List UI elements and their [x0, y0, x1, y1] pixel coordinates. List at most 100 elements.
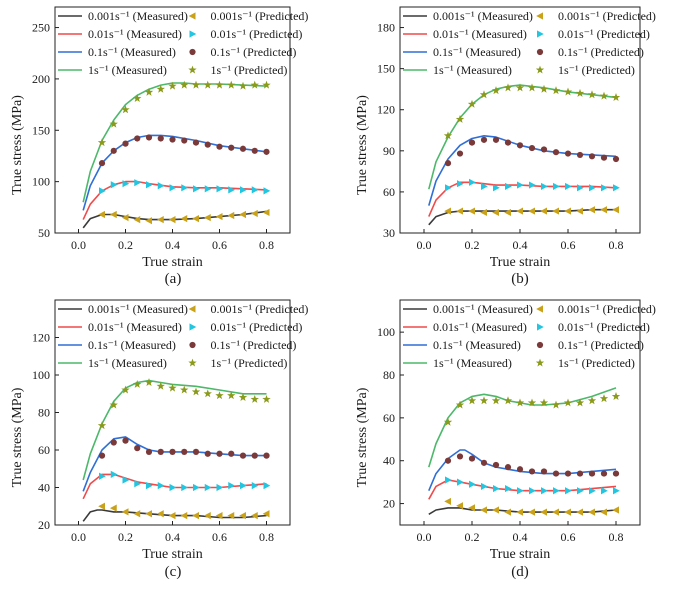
legend-entry-text: 0.1s⁻¹ (Measured) — [88, 45, 176, 59]
predicted-point-s1 — [611, 93, 621, 101]
legend-marker-s0001 — [536, 305, 543, 313]
predicted-point-s1 — [563, 398, 573, 407]
predicted-point-s0001 — [168, 512, 176, 520]
y-tick-label: 60 — [38, 443, 50, 457]
x-tick-label: 0.0 — [71, 530, 86, 544]
legend-entry-text: 1s⁻¹ (Predicted) — [558, 63, 635, 77]
x-tick-label: 0.4 — [513, 238, 528, 252]
predicted-point-s001 — [517, 181, 524, 189]
predicted-point-s001 — [204, 185, 212, 193]
predicted-point-s1 — [443, 131, 453, 140]
legend-entry-text: 0.1s⁻¹ (Predicted) — [211, 338, 297, 352]
predicted-point-s1 — [144, 87, 154, 96]
predicted-point-s001 — [493, 484, 500, 493]
predicted-point-s0001 — [98, 502, 105, 510]
predicted-point-s001 — [146, 482, 153, 490]
legend-entry-text: 1s⁻¹ (Measured) — [433, 63, 512, 77]
predicted-point-s0001 — [528, 508, 535, 516]
predicted-point-s0001 — [504, 508, 511, 516]
legend-entry-text: 0.01s⁻¹ (Measured) — [433, 320, 527, 334]
predicted-point-s0001 — [192, 215, 199, 223]
predicted-point-s001 — [445, 184, 452, 192]
predicted-point-s01 — [251, 452, 258, 459]
y-tick-label: 30 — [383, 226, 395, 240]
predicted-point-s1 — [203, 389, 212, 398]
predicted-point-s1 — [503, 83, 513, 92]
predicted-point-s0001 — [468, 207, 475, 215]
legend-entry-text: 0.01s⁻¹ (Measured) — [88, 27, 182, 41]
y-axis-label: True stress (MPa) — [355, 95, 370, 195]
predicted-point-s1 — [611, 392, 621, 400]
legend-entry-text: 0.001s⁻¹ (Measured) — [433, 302, 533, 316]
predicted-point-s001 — [505, 182, 512, 191]
legend-marker-s01 — [189, 48, 196, 56]
predicted-point-s01 — [204, 450, 211, 457]
y-axis-label: True stress (MPa) — [10, 95, 25, 195]
predicted-point-s0001 — [552, 207, 559, 215]
predicted-point-s001 — [601, 184, 608, 192]
predicted-point-s0001 — [250, 512, 258, 520]
predicted-point-s001 — [529, 181, 536, 189]
predicted-point-s001 — [193, 483, 200, 492]
legend-marker-s001 — [537, 30, 544, 38]
predicted-point-s001 — [110, 470, 118, 478]
predicted-point-s01 — [169, 136, 176, 143]
y-tick-label: 120 — [377, 103, 395, 117]
measured-line-s001 — [428, 479, 617, 500]
predicted-point-s0001 — [168, 216, 176, 224]
y-tick-label: 100 — [377, 325, 395, 339]
predicted-point-s01 — [110, 439, 117, 446]
predicted-point-s001 — [110, 181, 118, 189]
predicted-point-s001 — [601, 487, 608, 495]
predicted-point-s01 — [516, 142, 524, 149]
legend-entry-text: 1s⁻¹ (Measured) — [88, 63, 167, 77]
predicted-point-s0001 — [239, 210, 246, 219]
predicted-point-s001 — [134, 480, 142, 488]
predicted-point-s0001 — [540, 508, 547, 516]
predicted-point-s1 — [109, 400, 118, 409]
panel-label: (b) — [511, 271, 529, 287]
predicted-point-s1 — [227, 391, 236, 400]
legend-entry-text: 0.01s⁻¹ (Measured) — [433, 27, 527, 41]
predicted-point-s01 — [181, 448, 188, 455]
predicted-point-s01 — [540, 146, 548, 153]
predicted-point-s0001 — [480, 208, 487, 217]
legend-entry-text: 0.01s⁻¹ (Predicted) — [211, 27, 303, 41]
predicted-point-s01 — [600, 470, 608, 477]
measured-line-s01 — [82, 134, 267, 211]
predicted-point-s01 — [600, 154, 608, 161]
predicted-point-s0001 — [133, 510, 141, 518]
legend-entry-text: 1s⁻¹ (Predicted) — [211, 356, 288, 370]
predicted-point-s01 — [564, 470, 572, 477]
predicted-point-s1 — [250, 394, 259, 403]
predicted-point-s01 — [192, 448, 200, 455]
predicted-point-s01 — [564, 150, 572, 157]
x-tick-label: 0.0 — [417, 530, 432, 544]
predicted-point-s1 — [144, 378, 154, 387]
y-tick-label: 20 — [38, 518, 50, 532]
y-tick-label: 200 — [32, 72, 50, 86]
predicted-point-s01 — [528, 144, 536, 152]
measured-line-s01 — [82, 436, 267, 492]
y-tick-label: 90 — [383, 144, 395, 158]
predicted-point-s01 — [204, 141, 211, 148]
legend-entry-text: 0.1s⁻¹ (Measured) — [88, 338, 176, 352]
predicted-point-s1 — [599, 91, 609, 100]
predicted-point-s0001 — [156, 216, 164, 224]
predicted-point-s001 — [613, 487, 620, 495]
predicted-point-s0001 — [600, 206, 607, 214]
predicted-point-s1 — [455, 400, 465, 409]
predicted-point-s01 — [528, 468, 536, 475]
chart-panel-d: 0.0 0.2 0.4 0.6 0.8 20 40 60 80 100 True strain Tru… — [355, 299, 656, 580]
predicted-point-s0001 — [203, 512, 211, 520]
predicted-point-s0001 — [588, 508, 595, 516]
predicted-point-s1 — [575, 398, 585, 407]
predicted-point-s1 — [443, 417, 453, 426]
predicted-point-s01 — [588, 153, 596, 160]
predicted-point-s0001 — [215, 212, 223, 221]
predicted-point-s0001 — [262, 208, 270, 217]
predicted-point-s01 — [468, 139, 476, 146]
predicted-point-s01 — [216, 143, 223, 150]
predicted-point-s1 — [121, 385, 130, 394]
predicted-point-s1 — [455, 114, 465, 123]
